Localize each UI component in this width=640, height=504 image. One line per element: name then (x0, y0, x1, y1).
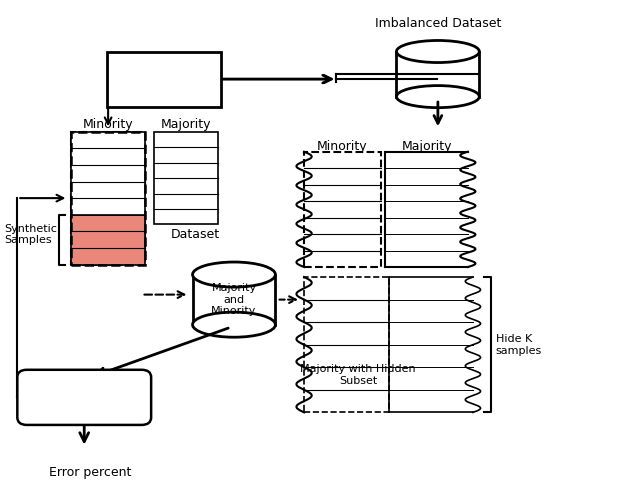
Text: Majority
and
Minority: Majority and Minority (211, 283, 257, 316)
Text: Oversampling: Oversampling (115, 72, 212, 86)
Bar (72, 132, 145, 265)
Text: Imbalanced Dataset: Imbalanced Dataset (374, 18, 501, 30)
Text: Majority: Majority (161, 118, 211, 131)
FancyBboxPatch shape (106, 51, 221, 107)
Text: Majority: Majority (402, 140, 452, 153)
Text: Error percent: Error percent (49, 466, 132, 479)
Text: Minority: Minority (83, 118, 133, 131)
Ellipse shape (193, 312, 275, 337)
Text: Minority: Minority (317, 140, 367, 153)
Ellipse shape (396, 86, 479, 108)
Ellipse shape (193, 262, 275, 287)
Bar (72, 132, 145, 215)
Text: Majority with Hidden
Subset: Majority with Hidden Subset (300, 364, 416, 386)
FancyBboxPatch shape (17, 370, 151, 425)
Bar (72, 215, 145, 265)
Text: Hide K
samples: Hide K samples (496, 334, 542, 355)
Ellipse shape (396, 40, 479, 62)
Bar (396, 51, 479, 97)
Bar (304, 277, 388, 412)
Text: Synthetic
Samples: Synthetic Samples (4, 224, 58, 245)
Text: Similarity (HD): Similarity (HD) (38, 391, 130, 404)
Bar (154, 132, 218, 224)
Bar (72, 132, 145, 265)
Text: Dataset: Dataset (171, 228, 220, 241)
Bar (193, 275, 275, 325)
Bar (304, 152, 381, 267)
